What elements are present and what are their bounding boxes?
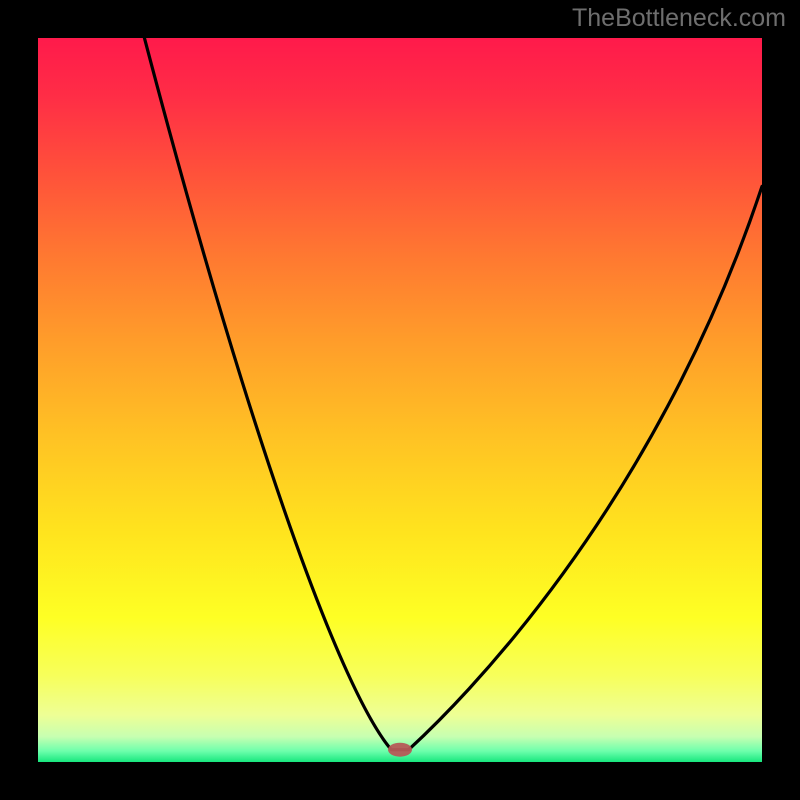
bottleneck-chart: [0, 0, 800, 800]
watermark-text: TheBottleneck.com: [572, 4, 786, 33]
plot-background: [38, 38, 762, 762]
optimal-point-marker: [388, 743, 412, 757]
